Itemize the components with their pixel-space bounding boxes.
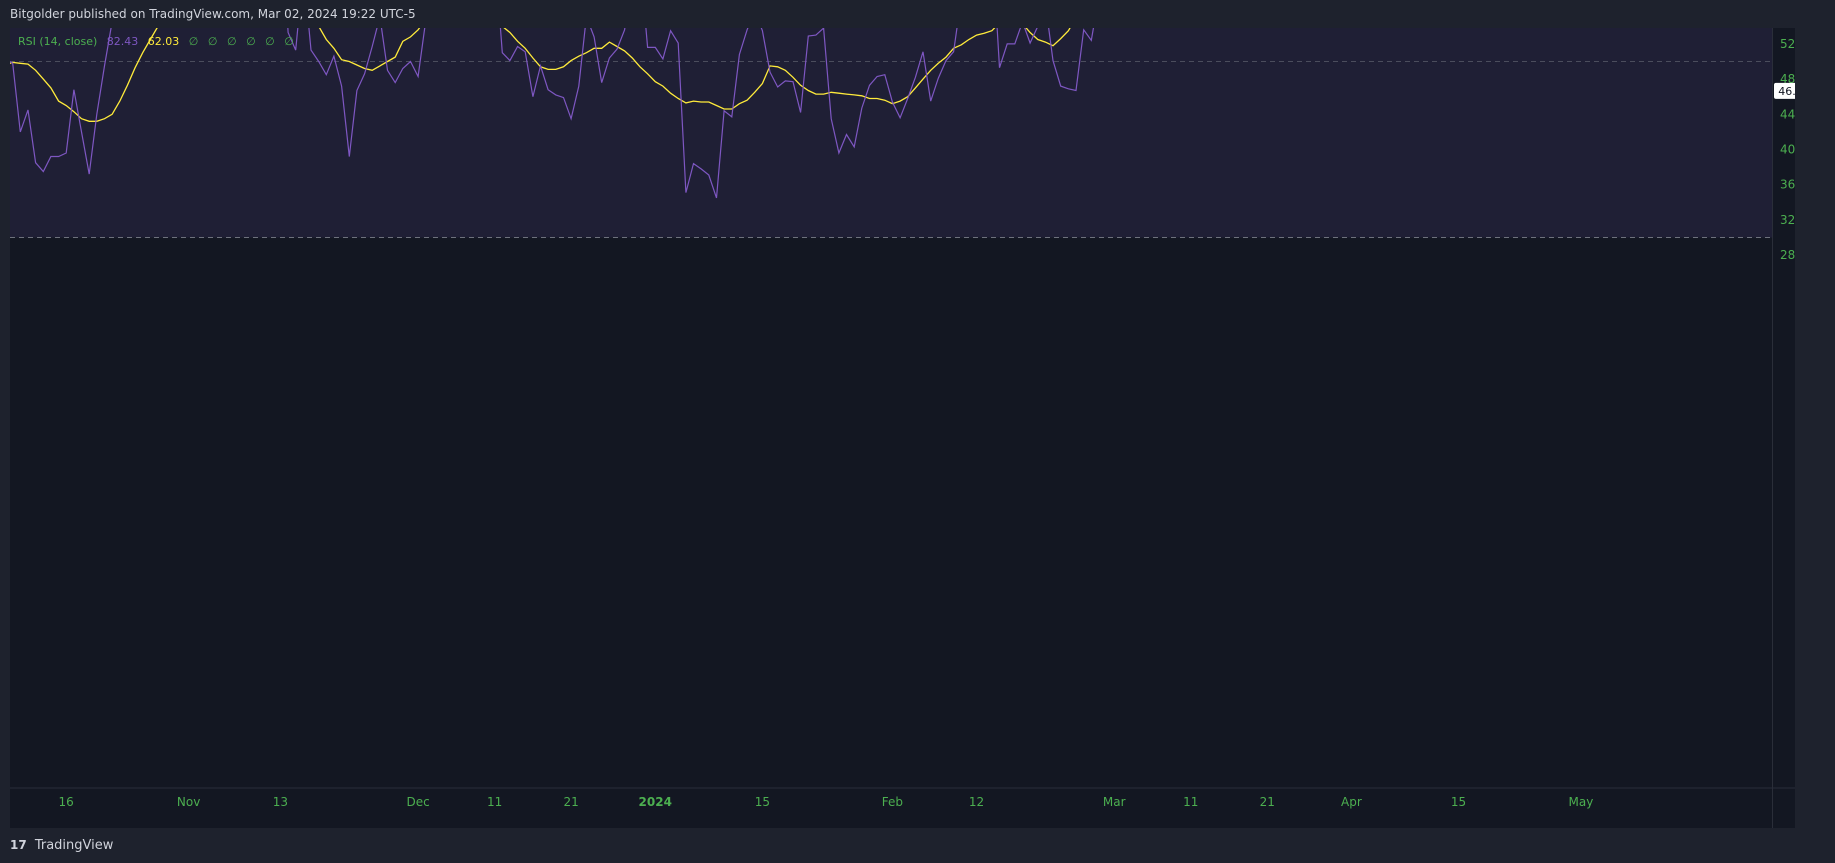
footer: 17 TradingView — [0, 832, 1835, 863]
rsi-band-background — [10, 28, 1772, 238]
rsi-value: 82.43 — [106, 35, 139, 48]
y-tick-label: 52.00 — [1780, 37, 1795, 51]
rsi-ma-series-line — [10, 28, 1071, 122]
ma-value: 62.03 — [147, 35, 180, 48]
rsi-chart[interactable]: 92.0088.0084.0080.0076.0072.0068.0064.00… — [10, 28, 1795, 828]
x-tick-label: 11 — [1183, 795, 1198, 809]
x-tick-label: Apr — [1341, 795, 1362, 809]
y-tick-label: 40.00 — [1780, 143, 1795, 157]
empty-value: ∅ — [246, 35, 256, 48]
empty-value: ∅ — [207, 35, 218, 48]
tradingview-logo-icon[interactable]: 17 — [10, 838, 27, 852]
x-tick-label: 2024 — [639, 795, 672, 809]
price-label: 46.66 — [1774, 82, 1795, 99]
x-tick-label: 15 — [755, 795, 770, 809]
empty-value: ∅ — [284, 35, 294, 48]
x-tick-label: 12 — [969, 795, 984, 809]
empty-value: ∅ — [265, 35, 275, 48]
empty-value: ∅ — [188, 35, 199, 48]
y-tick-label: 28.00 — [1780, 248, 1795, 262]
x-tick-label: 21 — [1260, 795, 1275, 809]
indicator-legend[interactable]: RSI (14, close) 82.43 62.03 ∅ ∅ ∅ ∅ ∅ ∅ — [18, 34, 294, 50]
indicator-name[interactable]: RSI (14, close) — [18, 35, 98, 48]
top-bar: Bitgolder published on TradingView.com, … — [0, 0, 1835, 28]
chart-frame[interactable]: 92.0088.0084.0080.0076.0072.0068.0064.00… — [10, 28, 1795, 828]
x-tick-label: 21 — [563, 795, 578, 809]
publisher-text: Bitgolder published on TradingView.com, … — [10, 7, 416, 21]
x-tick-label: Dec — [406, 795, 429, 809]
x-tick-label: 11 — [487, 795, 502, 809]
x-tick-label: 15 — [1451, 795, 1466, 809]
y-tick-label: 32.00 — [1780, 213, 1795, 227]
x-tick-label: Feb — [882, 795, 903, 809]
y-tick-label: 36.00 — [1780, 178, 1795, 192]
x-tick-label: Mar — [1103, 795, 1126, 809]
empty-value: ∅ — [226, 35, 237, 48]
y-tick-label: 48.00 — [1780, 72, 1795, 86]
rsi-series-line — [10, 28, 1095, 199]
price-label-text: 46.66 — [1778, 85, 1795, 98]
x-tick-label: Nov — [177, 795, 200, 809]
price-label-bg — [1774, 82, 1795, 99]
y-tick-label: 44.00 — [1780, 107, 1795, 121]
x-tick-label: 13 — [273, 795, 288, 809]
x-tick-label: 16 — [59, 795, 74, 809]
x-tick-label: May — [1568, 795, 1593, 809]
brand-name[interactable]: TradingView — [34, 838, 114, 853]
